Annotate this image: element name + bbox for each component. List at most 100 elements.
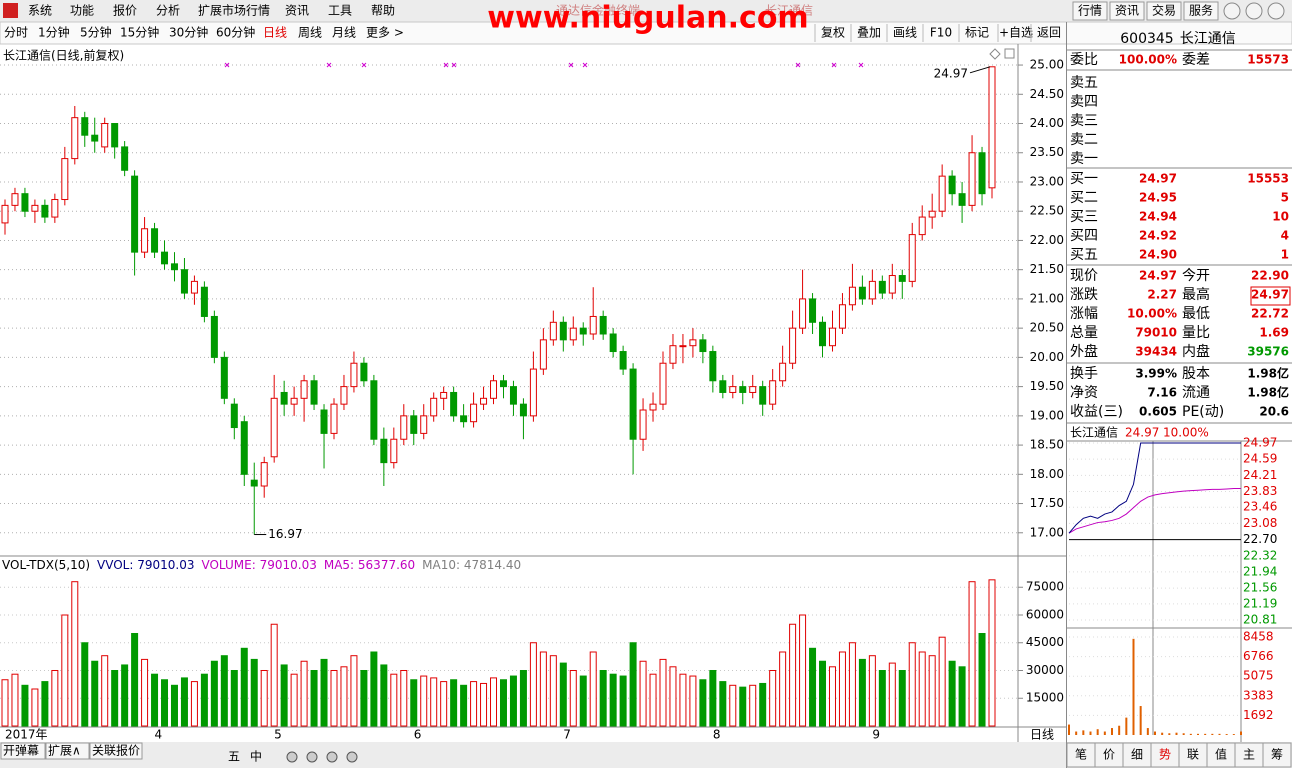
side-tab-label[interactable]: 筹 — [1271, 748, 1283, 762]
bottom-tab-label[interactable]: 开弹幕 — [3, 744, 39, 758]
volume-bar — [569, 669, 577, 727]
volume-bar — [240, 647, 248, 727]
stat-label: 今开 — [1182, 268, 1210, 284]
bottom-tab-label[interactable]: 关联报价 — [92, 743, 140, 758]
menu-item[interactable]: 工具 — [328, 4, 352, 18]
side-tab[interactable] — [1150, 742, 1180, 768]
tool-button[interactable]: 返回 — [1037, 26, 1061, 40]
candle-body — [460, 415, 468, 423]
period-tab[interactable]: 30分钟 — [169, 25, 208, 40]
menu-item[interactable]: 系统 — [28, 4, 52, 18]
candle-body — [260, 462, 268, 487]
volume-header: VOL-TDX(5,10) VVOL: 79010.03 VOLUME: 79010… — [2, 558, 521, 572]
stock-name: 长江通信 — [1180, 31, 1236, 47]
top-button[interactable] — [1109, 1, 1145, 21]
tool-button[interactable]: +自选 — [999, 26, 1033, 40]
candle-body — [868, 280, 876, 300]
menu-item[interactable]: 报价 — [113, 3, 137, 18]
volume-tick-label: 15000 — [1026, 691, 1064, 705]
top-button-label[interactable]: 服务 — [1189, 3, 1213, 18]
volume-bar — [799, 614, 807, 727]
stat-label: PE(动) — [1182, 404, 1224, 420]
period-tab[interactable]: 分时 — [4, 26, 28, 40]
candle-body — [928, 210, 936, 218]
bottom-tab[interactable] — [89, 742, 143, 760]
menu-item[interactable]: 功能 — [70, 4, 94, 18]
period-tab[interactable]: 月线 — [332, 26, 356, 40]
side-tab-label[interactable]: 笔 — [1075, 747, 1087, 762]
menu-item[interactable]: 帮助 — [371, 4, 395, 18]
tool-button[interactable]: 标记 — [965, 26, 989, 40]
side-tab[interactable] — [1206, 742, 1236, 768]
candle-body — [350, 362, 358, 388]
top-button-label[interactable]: 资讯 — [1115, 4, 1139, 18]
stat-value: 0.605 — [1139, 405, 1177, 419]
bottom-tab[interactable] — [45, 742, 90, 760]
window-control[interactable] — [1267, 2, 1285, 20]
period-tab[interactable]: 15分钟 — [120, 25, 159, 40]
ime-icon — [326, 751, 338, 763]
stat-label: 总量 — [1070, 325, 1098, 341]
event-marker — [795, 62, 801, 68]
top-button-label[interactable]: 交易 — [1152, 3, 1176, 18]
window-control[interactable] — [1223, 2, 1241, 20]
volume-bar — [529, 642, 537, 727]
top-button-label[interactable]: 行情 — [1078, 4, 1102, 18]
volume-bar — [161, 679, 169, 727]
bottom-tab[interactable] — [0, 742, 46, 760]
period-tab[interactable]: 更多 > — [366, 26, 404, 40]
menu-item[interactable]: 分析 — [156, 4, 180, 18]
period-tab[interactable]: 日线 — [263, 26, 287, 40]
candle-body — [669, 345, 677, 364]
buy-price: 24.90 — [1139, 248, 1177, 262]
period-tab[interactable]: 60分钟 — [216, 25, 255, 40]
period-tab[interactable]: 1分钟 — [38, 25, 70, 40]
buy-volume: 4 — [1281, 229, 1289, 243]
side-tab[interactable] — [1262, 742, 1292, 768]
side-tab-label[interactable]: 细 — [1131, 748, 1143, 762]
menu-item[interactable]: 扩展市场行情 — [198, 3, 270, 18]
side-tab[interactable] — [1178, 742, 1208, 768]
event-marker — [831, 62, 837, 68]
volume-bar — [210, 660, 218, 727]
stat-label: 最低 — [1182, 306, 1210, 322]
candle-body — [779, 362, 787, 382]
candle-body — [858, 286, 866, 300]
buy-volume: 10 — [1272, 210, 1289, 224]
sell-label: 卖三 — [1070, 113, 1098, 129]
volume-bar — [61, 614, 69, 727]
buy-volume: 15553 — [1247, 172, 1289, 186]
side-tab-label[interactable]: 主 — [1243, 748, 1255, 762]
volume-bar — [699, 679, 707, 727]
side-tab-label[interactable]: 值 — [1215, 747, 1227, 762]
top-button[interactable] — [1146, 1, 1182, 21]
side-tab-label[interactable]: 价 — [1103, 748, 1115, 762]
volume-bar — [81, 642, 89, 727]
period-tab[interactable]: 周线 — [298, 26, 322, 40]
volume-bar — [141, 658, 149, 727]
top-button[interactable] — [1072, 1, 1108, 21]
event-marker — [443, 62, 449, 68]
bottom-tab-label[interactable]: 扩展∧ — [48, 744, 81, 758]
window-control[interactable] — [1245, 2, 1263, 20]
volume-bar — [460, 684, 468, 727]
tool-button[interactable]: F10 — [930, 26, 952, 40]
stat-label: 涨跌 — [1070, 287, 1098, 303]
stat-value: 7.16 — [1147, 386, 1177, 400]
volume-bar — [669, 666, 677, 727]
volume-tick-label: 75000 — [1026, 580, 1064, 594]
candle-body — [689, 339, 697, 347]
tool-button[interactable]: 复权 — [821, 26, 845, 40]
period-tab[interactable]: 5分钟 — [80, 25, 112, 40]
side-tab[interactable] — [1234, 742, 1264, 768]
side-tab-label[interactable]: 势 — [1159, 748, 1171, 762]
menu-item[interactable]: 资讯 — [285, 4, 309, 18]
mini-tick-label: 24.59 — [1243, 452, 1277, 466]
volume-bar — [729, 684, 737, 727]
side-tab-label[interactable]: 联 — [1187, 748, 1199, 762]
top-button[interactable] — [1183, 1, 1219, 21]
tool-button[interactable]: 叠加 — [857, 26, 881, 40]
tool-button[interactable]: 画线 — [893, 26, 917, 40]
side-tab[interactable] — [1066, 742, 1096, 768]
side-tab[interactable] — [1122, 742, 1152, 768]
